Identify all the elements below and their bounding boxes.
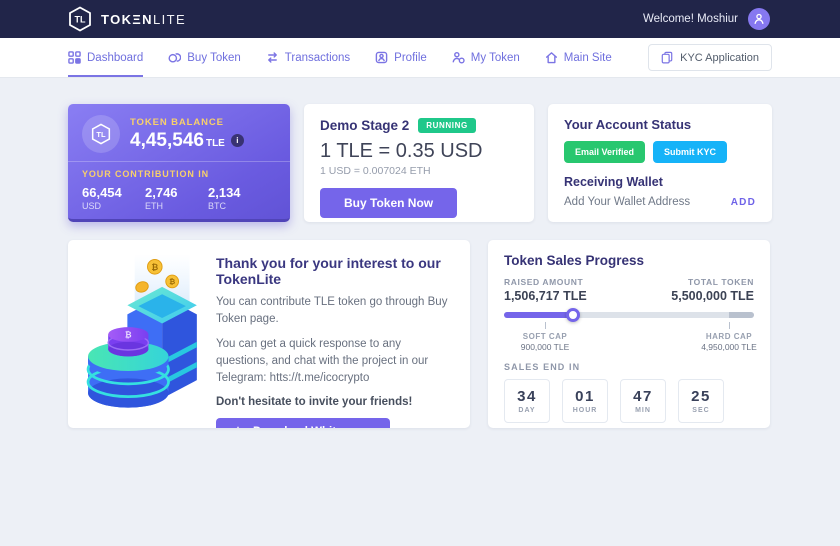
receiving-wallet-title: Receiving Wallet	[564, 175, 663, 189]
token-logo-badge: TL	[82, 115, 120, 153]
download-icon	[232, 426, 244, 428]
svg-text:₿: ₿	[169, 277, 175, 286]
info-icon[interactable]	[230, 134, 244, 147]
countdown-hours: 01 HOUR	[562, 379, 608, 423]
detail-row: ₿ ₿	[68, 240, 772, 428]
total-token-label: TOTAL TOKEN	[688, 277, 754, 287]
tokenlite-logo-icon: TL	[91, 123, 111, 145]
balance-title: TOKEN BALANCE	[130, 116, 224, 128]
nav-label: Dashboard	[87, 51, 144, 64]
total-token-value: 5,500,000 TLE	[671, 289, 754, 303]
svg-text:₿: ₿	[151, 262, 158, 272]
token-sales-progress-card: Token Sales Progress RAISED AMOUNT 1,506…	[488, 240, 770, 428]
profile-card-icon	[375, 51, 388, 64]
nav-tab-profile[interactable]: Profile	[375, 38, 427, 77]
raised-amount-label: RAISED AMOUNT	[504, 277, 584, 287]
swap-arrows-icon	[266, 51, 279, 64]
countdown-minutes: 47 MIN	[620, 379, 666, 423]
sale-stage-card: Demo Stage 2 RUNNING 1 TLE = 0.35 USD 1 …	[304, 104, 534, 222]
nav-label: Transactions	[284, 51, 351, 64]
nav-label: Buy Token	[187, 51, 241, 64]
buy-token-now-button[interactable]: Buy Token Now	[320, 188, 458, 218]
nav-tab-my-token[interactable]: My Token	[452, 38, 520, 77]
account-status-card: Your Account Status Email Verified Submi…	[548, 104, 772, 222]
progress-track[interactable]	[504, 308, 754, 322]
token-rate: 1 TLE = 0.35 USD	[320, 140, 483, 162]
nav-tab-transactions[interactable]: Transactions	[266, 38, 350, 77]
welcome-message-body: Thank you for your interest to our Token…	[216, 240, 470, 428]
balance-header: TL TOKEN BALANCE 4,45,546 TLE	[82, 115, 276, 153]
contribution-row: 66,454 USD 2,746 ETH 2,134 BTC	[82, 185, 276, 211]
coins-icon	[168, 51, 182, 64]
invite-friends-text: Don't hesitate to invite your friends!	[216, 396, 413, 409]
email-verified-badge[interactable]: Email Verified	[564, 141, 646, 163]
kyc-application-button[interactable]: KYC Application	[648, 44, 772, 71]
track-tail	[729, 312, 754, 318]
sales-progress-slider: SOFT CAP 900,000 TLE HARD CAP 4,950,000 …	[504, 308, 757, 354]
hard-cap-label: HARD CAP 4,950,000 TLE	[701, 332, 757, 352]
brand-logo[interactable]: TL TOKΞNLITE	[68, 6, 186, 32]
welcome-message-card: ₿ ₿	[68, 240, 470, 428]
summary-row: TL TOKEN BALANCE 4,45,546 TLE YOUR CONTR…	[68, 104, 772, 222]
user-avatar[interactable]	[748, 8, 770, 30]
countdown-days: 34 DAY	[504, 379, 550, 423]
countdown-seconds: 25 SEC	[678, 379, 724, 423]
contribution-title: YOUR CONTRIBUTION IN	[82, 169, 209, 179]
nav-label: Main Site	[563, 51, 612, 64]
welcome-paragraph-2: You can get a quick response to any ques…	[216, 337, 429, 385]
welcome-heading: Thank you for your interest to our Token…	[216, 255, 441, 287]
balance-amount-block: TOKEN BALANCE 4,45,546 TLE	[130, 117, 244, 152]
grid-icon	[68, 51, 81, 64]
welcome-text: Welcome! Moshiur	[642, 13, 738, 25]
kyc-button-label: KYC Application	[680, 51, 759, 64]
add-wallet-link[interactable]: ADD	[730, 196, 756, 208]
token-balance-card: TL TOKEN BALANCE 4,45,546 TLE YOUR CONTR…	[68, 104, 290, 222]
svg-text:TL: TL	[75, 15, 86, 25]
soft-cap-label: SOFT CAP 900,000 TLE	[520, 332, 570, 352]
progress-fill	[504, 312, 573, 318]
download-button-label: Download Whitepaper	[253, 426, 374, 428]
document-icon	[661, 51, 673, 64]
svg-text:TL: TL	[96, 130, 106, 139]
total-token-block: TOTAL TOKEN 5,500,000 TLE	[671, 277, 754, 303]
submit-kyc-badge[interactable]: Submit KYC	[653, 141, 728, 163]
nav-label: My Token	[470, 51, 520, 64]
stage-title: Demo Stage 2	[320, 118, 410, 133]
usd-eth-rate: 1 USD = 0.007024 ETH	[320, 165, 431, 177]
main-content: TL TOKEN BALANCE 4,45,546 TLE YOUR CONTR…	[0, 78, 840, 428]
nav-tab-main-site[interactable]: Main Site	[545, 38, 612, 77]
balance-unit: TLE	[205, 137, 225, 149]
balance-amount: 4,45,546	[130, 129, 204, 151]
nav-tab-dashboard[interactable]: Dashboard	[68, 38, 144, 77]
svg-text:₿: ₿	[125, 330, 132, 340]
running-status-badge: RUNNING	[418, 118, 476, 133]
wallet-address-hint: Add Your Wallet Address	[564, 196, 691, 208]
contribution-btc: 2,134 BTC	[208, 185, 241, 211]
home-icon	[545, 51, 558, 64]
sales-end-label: SALES END IN	[504, 362, 581, 372]
person-coin-icon	[452, 51, 465, 64]
account-status-title: Your Account Status	[564, 117, 692, 132]
brand-wordmark: TOKΞNLITE	[101, 11, 187, 27]
download-whitepaper-button[interactable]: Download Whitepaper	[216, 418, 390, 428]
soft-cap-tick	[545, 322, 546, 329]
main-navigation: Dashboard Buy Token Transactions Profile	[0, 38, 840, 78]
progress-title: Token Sales Progress	[504, 253, 645, 268]
contribution-eth: 2,746 ETH	[145, 185, 178, 211]
tokenlite-logo-icon: TL	[68, 6, 92, 32]
welcome-paragraph-1: You can contribute TLE token go through …	[216, 296, 448, 326]
top-bar: TL TOKΞNLITE Welcome! Moshiur	[0, 0, 840, 38]
raised-amount-block: RAISED AMOUNT 1,506,717 TLE	[504, 277, 587, 303]
person-icon	[754, 13, 764, 24]
coin-stack-illustration: ₿ ₿	[68, 240, 216, 428]
contribution-usd: 66,454 USD	[82, 185, 122, 211]
raised-amount-value: 1,506,717 TLE	[504, 289, 587, 303]
divider	[68, 161, 290, 162]
nav-label: Profile	[394, 51, 427, 64]
nav-tab-buy-token[interactable]: Buy Token	[168, 38, 241, 77]
progress-handle[interactable]	[565, 308, 580, 322]
hard-cap-tick	[729, 322, 730, 329]
countdown-timer: 34 DAY 01 HOUR 47 MIN 25 SEC	[504, 379, 754, 423]
